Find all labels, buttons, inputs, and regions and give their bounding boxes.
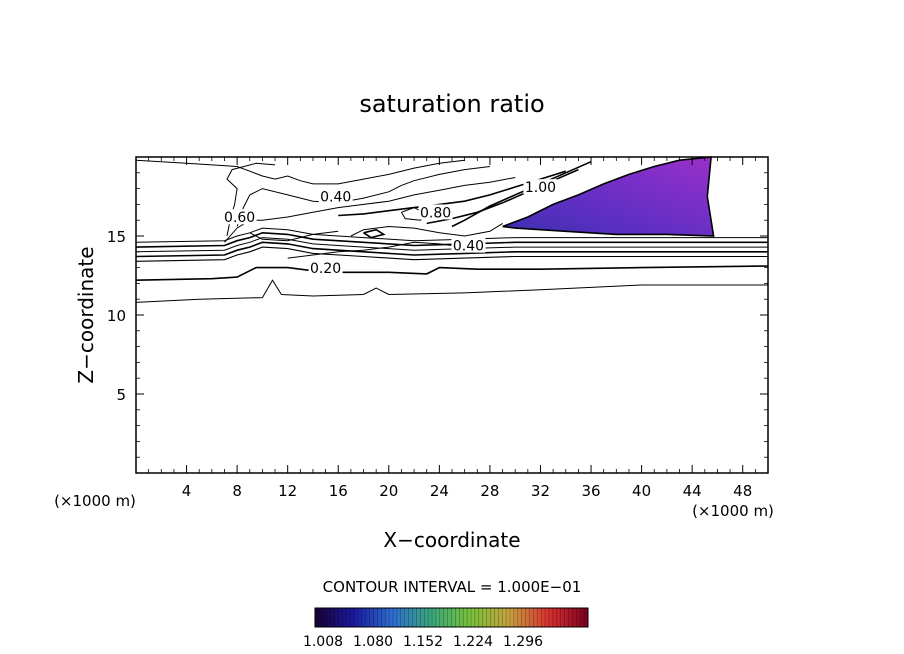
- contour-label-bg: [308, 259, 343, 275]
- x-tick-label: 36: [581, 482, 600, 500]
- contour-line-020: [135, 265, 769, 281]
- x-tick-label: 32: [531, 482, 550, 500]
- y-axis-ticks: 5 10 15: [107, 228, 768, 404]
- y-tick-label: 10: [107, 307, 126, 325]
- y-axis-label: Z−coordinate: [74, 246, 98, 383]
- colorbar-tick-label: 1.080: [353, 634, 393, 650]
- contour-line: [135, 246, 768, 262]
- colorbar-tick-labels: 1.008 1.080 1.152 1.224 1.296: [303, 634, 543, 650]
- x-tick-label: 28: [480, 482, 499, 500]
- colorbar-tick-label: 1.152: [403, 634, 443, 650]
- contour-line: [135, 227, 768, 243]
- x-tick-label: 20: [379, 482, 398, 500]
- x-tick-label: 4: [182, 482, 192, 500]
- x-unit-right: (×1000 m): [692, 502, 774, 520]
- supersaturated-region: [502, 156, 715, 237]
- colorbar-tick-label: 1.296: [503, 634, 543, 650]
- contour-label-bg: [418, 204, 453, 220]
- contour-line: [135, 159, 465, 185]
- x-tick-label: 16: [329, 482, 348, 500]
- x-tick-label: 12: [278, 482, 297, 500]
- contour-line: [287, 241, 465, 259]
- contour-loop: [363, 228, 386, 239]
- colorbar-tick-label: 1.224: [453, 634, 493, 650]
- x-tick-label: 44: [683, 482, 702, 500]
- supersaturated-wedge: [502, 156, 715, 237]
- contour-label: 0.40: [453, 239, 484, 255]
- plot-area: 0.400.200.400.60 0.801.00 4 8 12 16 20 24 28 32 3…: [107, 156, 769, 500]
- colorbar: 1.008 1.080 1.152 1.224 1.296: [303, 607, 589, 650]
- x-axis-ticks: 4 8 12 16 20 24 28 32 36 40 44 48: [182, 157, 752, 500]
- contour-line: [451, 160, 592, 228]
- contour-label-bg: [318, 188, 353, 204]
- contour-line: [135, 231, 768, 248]
- x-tick-label: 48: [733, 482, 752, 500]
- contour-label-bg: [222, 209, 257, 225]
- x-tick-label: 24: [430, 482, 449, 500]
- contour-line: [135, 279, 768, 303]
- contour-line: [249, 230, 339, 242]
- minor-ticks: [136, 157, 768, 473]
- contour-label: 0.20: [310, 261, 341, 277]
- colorbar-tick-label: 1.008: [303, 634, 343, 650]
- contour-label: 1.00: [525, 180, 556, 196]
- chart-title: saturation ratio: [359, 90, 544, 118]
- y-tick-label: 15: [107, 228, 126, 246]
- contour-labels: 0.40 0.20 0.40 0.60 0.80 1.00: [222, 179, 558, 277]
- contour-label: 0.60: [224, 210, 255, 226]
- x-tick-label: 40: [632, 482, 651, 500]
- x-tick-label: 8: [232, 482, 242, 500]
- colorbar-stripes: [318, 608, 585, 627]
- contour-line: [135, 237, 768, 253]
- x-unit-left: (×1000 m): [54, 492, 136, 510]
- contour-line: [135, 241, 768, 258]
- contour-interval-text: CONTOUR INTERVAL = 1.000E−01: [323, 578, 582, 596]
- contour-label-bg: [523, 179, 558, 195]
- contour-label-bg: [451, 237, 486, 253]
- contour-label: 0.40: [320, 190, 351, 206]
- x-axis-label: X−coordinate: [383, 528, 520, 552]
- contour-line: [350, 222, 503, 237]
- y-tick-label: 5: [116, 386, 126, 404]
- contour-label: 0.80: [420, 205, 451, 221]
